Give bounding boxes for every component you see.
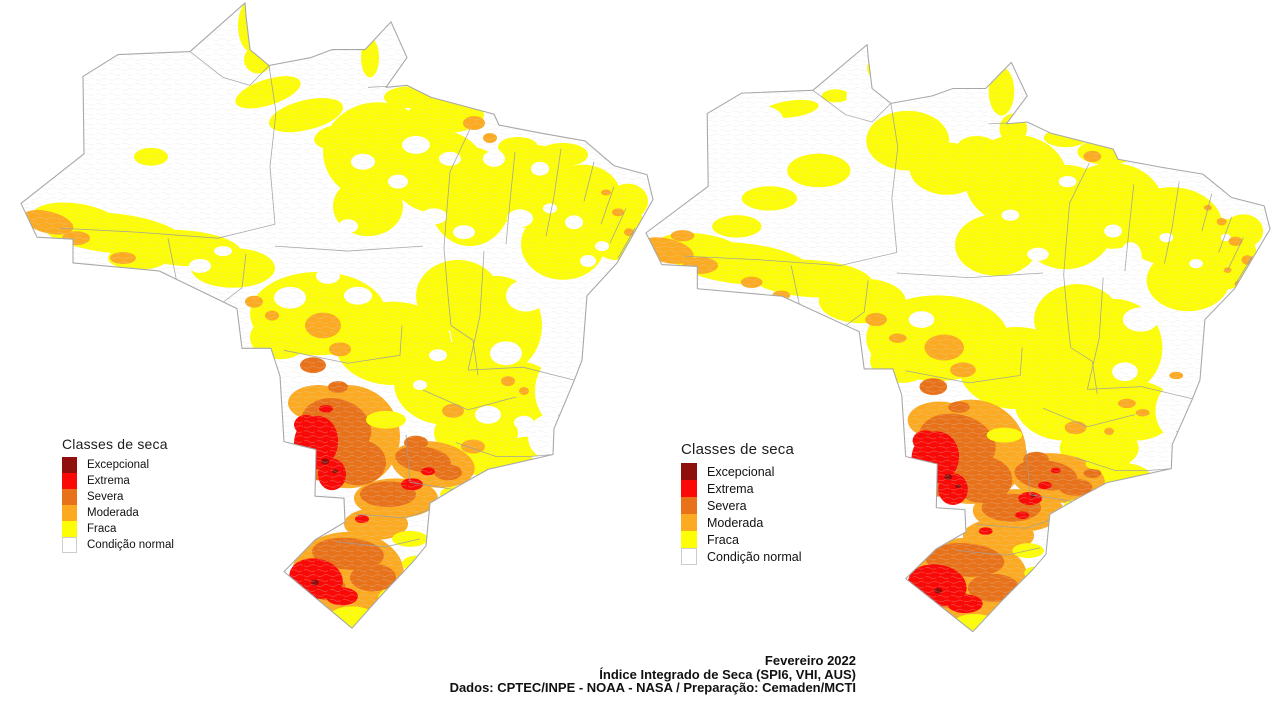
caption-date: Fevereiro 2022	[764, 653, 856, 668]
legend-swatch-excepcional	[62, 457, 77, 473]
legend-item-excepcional: Excepcional	[681, 463, 802, 480]
legend-label: Severa	[707, 498, 747, 513]
drought-legend-right: Classes de seca Excepcional Extrema Severa…	[681, 441, 802, 565]
legend-title: Classes de seca	[62, 436, 168, 452]
legend-item-moderada: Moderada	[681, 514, 802, 531]
legend-label: Condição normal	[87, 539, 174, 551]
legend-item-fraca: Fraca	[681, 531, 802, 548]
legend-item-normal: Condição normal	[681, 548, 802, 565]
brazil-drought-map-left	[20, 2, 654, 629]
legend-items: Excepcional Extrema Severa Moderada Fraca Con…	[681, 463, 802, 565]
caption-data-sources: Dados: CPTEC/INPE - NOAA - NASA / Prepar…	[449, 680, 856, 696]
legend-swatch-moderada	[681, 514, 697, 531]
legend-swatch-extrema	[62, 473, 77, 489]
legend-item-severa: Severa	[681, 497, 802, 514]
legend-label: Excepcional	[707, 464, 775, 479]
map-caption: Fevereiro 2022 Índice Integrado de Seca …	[400, 654, 856, 695]
legend-swatch-normal	[681, 548, 697, 565]
legend-swatch-severa	[681, 497, 697, 514]
drought-legend-left: Classes de seca Excepcional Extrema Severa…	[62, 436, 174, 553]
legend-swatch-fraca	[62, 521, 77, 537]
legend-items: Excepcional Extrema Severa Moderada Fraca Con…	[62, 457, 174, 553]
legend-label: Moderada	[707, 515, 764, 530]
legend-swatch-severa	[62, 489, 77, 505]
legend-label: Excepcional	[87, 459, 150, 471]
legend-item-fraca: Fraca	[62, 521, 174, 537]
legend-label: Extrema	[707, 481, 754, 496]
legend-item-severa: Severa	[62, 489, 174, 505]
caption-index-name: Índice Integrado de Seca (SPI6, VHI, AUS…	[599, 666, 856, 682]
legend-swatch-excepcional	[681, 463, 697, 480]
legend-item-moderada: Moderada	[62, 505, 174, 521]
legend-item-normal: Condição normal	[62, 537, 174, 553]
brazil-drought-map-right	[645, 44, 1271, 633]
legend-label: Fraca	[707, 532, 739, 547]
legend-swatch-moderada	[62, 505, 77, 521]
legend-item-extrema: Extrema	[681, 480, 802, 497]
legend-swatch-fraca	[681, 531, 697, 548]
legend-item-extrema: Extrema	[62, 473, 174, 489]
legend-title: Classes de seca	[681, 441, 795, 458]
legend-swatch-normal	[62, 537, 77, 553]
legend-item-excepcional: Excepcional	[62, 457, 174, 473]
legend-label: Extrema	[87, 475, 130, 487]
legend-label: Condição normal	[707, 549, 802, 564]
legend-label: Moderada	[87, 507, 139, 519]
legend-label: Severa	[87, 491, 124, 503]
legend-label: Fraca	[87, 523, 117, 535]
legend-swatch-extrema	[681, 480, 697, 497]
